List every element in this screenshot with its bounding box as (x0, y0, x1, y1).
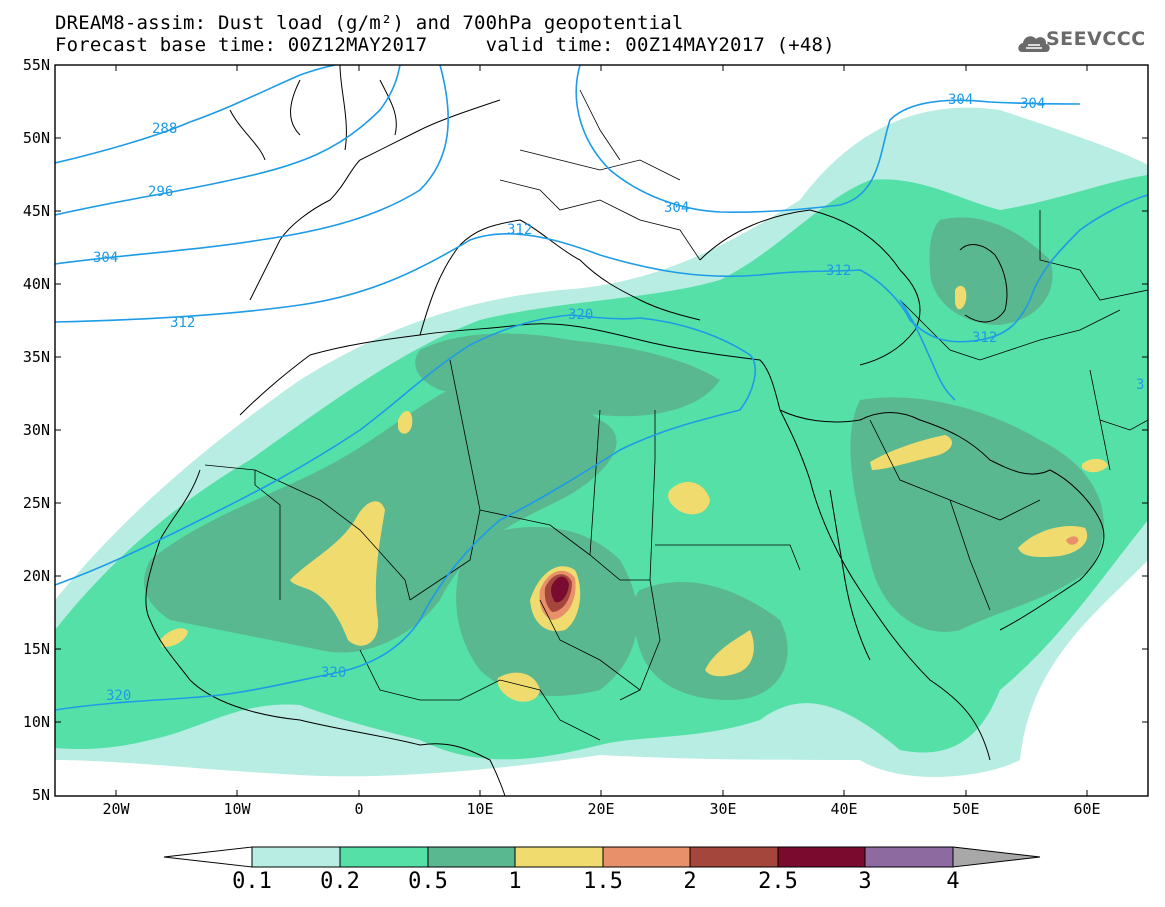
geopotential-contours (55, 65, 1148, 711)
lon-label: 0 (354, 800, 364, 818)
dust-0.5-region-c (632, 581, 788, 700)
contour-label: 320 (321, 665, 346, 681)
cloud-icon (1018, 36, 1050, 52)
lon-label: 10W (223, 800, 251, 818)
contour-label: 312 (826, 263, 851, 279)
lon-label: 20E (587, 800, 615, 818)
contour-label: 312 (507, 222, 532, 238)
lat-label: 5N (31, 786, 50, 804)
contour-label: 320 (106, 688, 131, 704)
colorbar-label: 1.5 (583, 869, 623, 894)
dust-1-region-g (1018, 526, 1088, 558)
lat-label: 25N (22, 494, 50, 512)
contour-label: 288 (152, 121, 177, 137)
dust-1-region-h (160, 628, 188, 648)
logo-text: SEEVCCC (1046, 28, 1146, 50)
dust-field: 288 296 304 304 304 304 312 312 312 312 … (55, 65, 1148, 796)
colorbar-label: 2.5 (758, 869, 798, 894)
lon-label: 60E (1073, 800, 1101, 818)
lon-label: 20W (102, 800, 130, 818)
lat-label: 40N (22, 275, 50, 293)
contour-label: 312 (170, 315, 195, 331)
dust-1-region-e (705, 630, 754, 677)
map-title-line1: DREAM8-assim: Dust load (g/m²) and 700hP… (55, 12, 684, 34)
dust-0.5-region-f (415, 333, 720, 417)
dust-2.5-region (551, 576, 569, 603)
lon-label: 50E (952, 800, 980, 818)
dust-1-region-a (290, 501, 385, 646)
contour-label: 304 (664, 200, 689, 216)
country-borders (204, 89, 1148, 741)
contour-label: 3 (1136, 377, 1144, 393)
lat-label: 30N (22, 421, 50, 439)
contour-label: 304 (948, 92, 973, 108)
contour-label: 320 (568, 307, 593, 323)
lat-label: 20N (22, 567, 50, 585)
colorbar-label: 3 (858, 869, 872, 894)
map-title-line2: Forecast base time: 00Z12MAY2017 valid t… (55, 34, 835, 56)
lat-label: 55N (22, 56, 50, 74)
dust-1-region-d (668, 481, 710, 515)
contour-labels: 288 296 304 304 304 304 312 312 312 312 … (93, 92, 1144, 704)
dust-1-region-k (1082, 458, 1108, 473)
lat-label: 45N (22, 202, 50, 220)
lat-label: 50N (22, 129, 50, 147)
lat-label: 15N (22, 640, 50, 658)
dust-1-region-c (497, 672, 540, 702)
dust-1.5-region-oman (1066, 536, 1079, 545)
coastlines (145, 65, 1105, 796)
dust-1-region-i (398, 410, 413, 434)
lon-label: 40E (830, 800, 858, 818)
colorbar-label: 0.2 (320, 869, 360, 894)
lat-label: 10N (22, 713, 50, 731)
contour-label: 296 (148, 184, 173, 200)
contour-label: 304 (1020, 96, 1045, 112)
lon-label: 30E (709, 800, 737, 818)
colorbar-label: 2 (683, 869, 697, 894)
colorbar-label: 0.5 (408, 869, 448, 894)
dust-1-region-j (955, 285, 967, 310)
colorbar-label: 1 (508, 869, 522, 894)
contour-label: 312 (972, 330, 997, 346)
lon-label: 10E (466, 800, 494, 818)
colorbar-label: 0.1 (232, 869, 272, 894)
map-ticks (55, 64, 1148, 796)
lat-label: 35N (22, 348, 50, 366)
contour-label: 304 (93, 250, 118, 266)
colorbar-label: 4 (946, 869, 960, 894)
